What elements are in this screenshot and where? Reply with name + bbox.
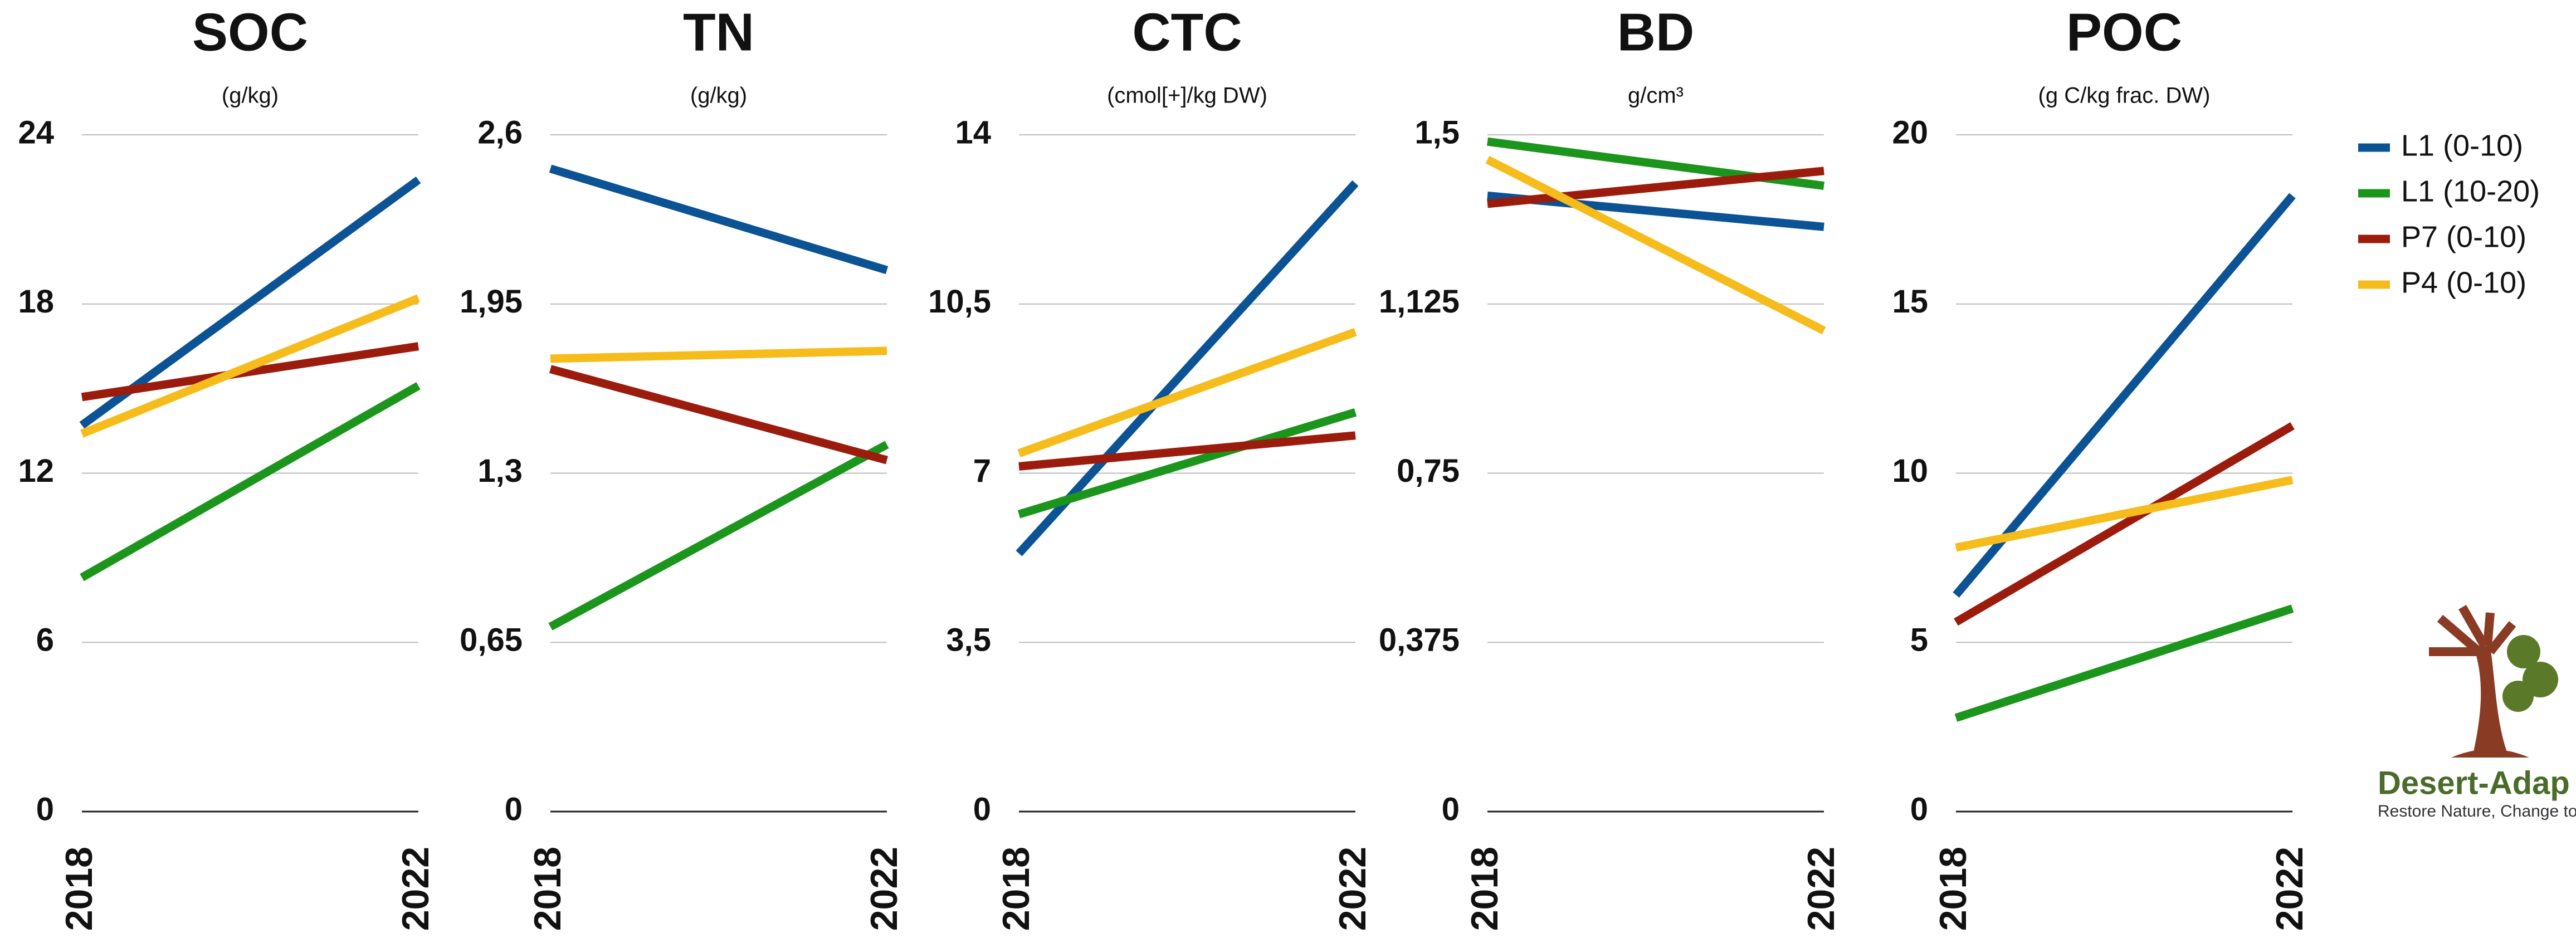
x-tick-label: 2022 [2268,847,2311,931]
data-line [1017,408,1357,519]
legend-label: P7 (0-10) [2401,220,2526,253]
y-tick-label: 12 [18,453,54,489]
data-line [80,294,420,438]
chart-title: CTC [1132,2,1242,62]
data-line [1018,431,1356,471]
y-tick-label: 2,6 [477,114,523,150]
chart-subtitle: g/cm³ [1628,84,1684,108]
chart-subtitle: (g/kg) [690,84,747,108]
y-tick-label: 7 [973,453,991,489]
legend-label: L1 (0-10) [2401,129,2523,162]
y-tick-label: 1,3 [477,453,523,489]
x-tick-label: 2018 [1932,847,1974,931]
y-tick-label: 3,5 [946,622,991,658]
x-tick-label: 2022 [1331,847,1374,931]
y-tick-label: 0,65 [460,622,523,658]
x-tick-label: 2022 [1800,847,1842,931]
y-tick-label: 14 [955,114,991,150]
x-tick-label: 2022 [394,847,437,931]
data-line [1954,422,2295,626]
y-tick-label: 20 [1892,114,1928,150]
x-tick-label: 2018 [526,847,569,931]
data-line [548,441,889,631]
legend-label: P4 (0-10) [2401,266,2526,299]
data-line [80,382,421,582]
data-line [549,365,888,465]
data-line [550,346,887,363]
y-tick-label: 10 [1892,453,1928,489]
data-line [1954,604,2294,722]
x-tick-label: 2018 [1463,847,1506,931]
y-tick-label: 0,375 [1379,622,1460,658]
data-line [1017,328,1357,457]
y-tick-label: 1,125 [1379,284,1460,320]
y-tick-label: 0,75 [1397,453,1460,489]
logo-tagline: Restore Nature, Change to Ad [2378,802,2576,820]
y-tick-label: 0 [505,791,523,827]
data-line [79,176,421,429]
logo-name: Desert-Adap [2378,765,2570,801]
x-tick-label: 2022 [863,847,905,931]
y-tick-label: 0 [1910,791,1928,827]
data-line [1487,167,1824,208]
x-tick-label: 2018 [58,847,100,931]
y-tick-label: 18 [18,284,54,320]
chart-title: POC [2066,2,2182,62]
y-tick-label: 0 [1442,791,1460,827]
chart-title: SOC [192,2,308,62]
y-tick-label: 1,95 [460,284,523,320]
data-line [549,164,889,275]
chart-subtitle: (cmol[+]/kg DW) [1107,84,1267,108]
y-tick-label: 24 [18,114,54,150]
data-line [1953,193,2296,598]
chart-subtitle: (g/kg) [222,84,279,108]
y-tick-label: 5 [1910,622,1928,658]
y-tick-label: 10,5 [928,284,991,320]
y-tick-label: 6 [36,622,54,658]
data-line [1485,155,1826,335]
y-tick-label: 1,5 [1414,114,1460,150]
chart-subtitle: (g C/kg frac. DW) [2038,84,2211,108]
data-line [81,342,419,402]
chart-title: BD [1617,2,1695,62]
y-tick-label: 0 [973,791,991,827]
legend-label: L1 (10-20) [2401,174,2540,208]
x-tick-label: 2018 [995,847,1037,931]
y-tick-label: 15 [1892,284,1928,320]
data-line [1955,476,2294,552]
chart-title: TN [683,2,754,62]
data-line [1016,180,1359,556]
logo-icon [2429,605,2558,758]
y-tick-label: 0 [36,791,54,827]
